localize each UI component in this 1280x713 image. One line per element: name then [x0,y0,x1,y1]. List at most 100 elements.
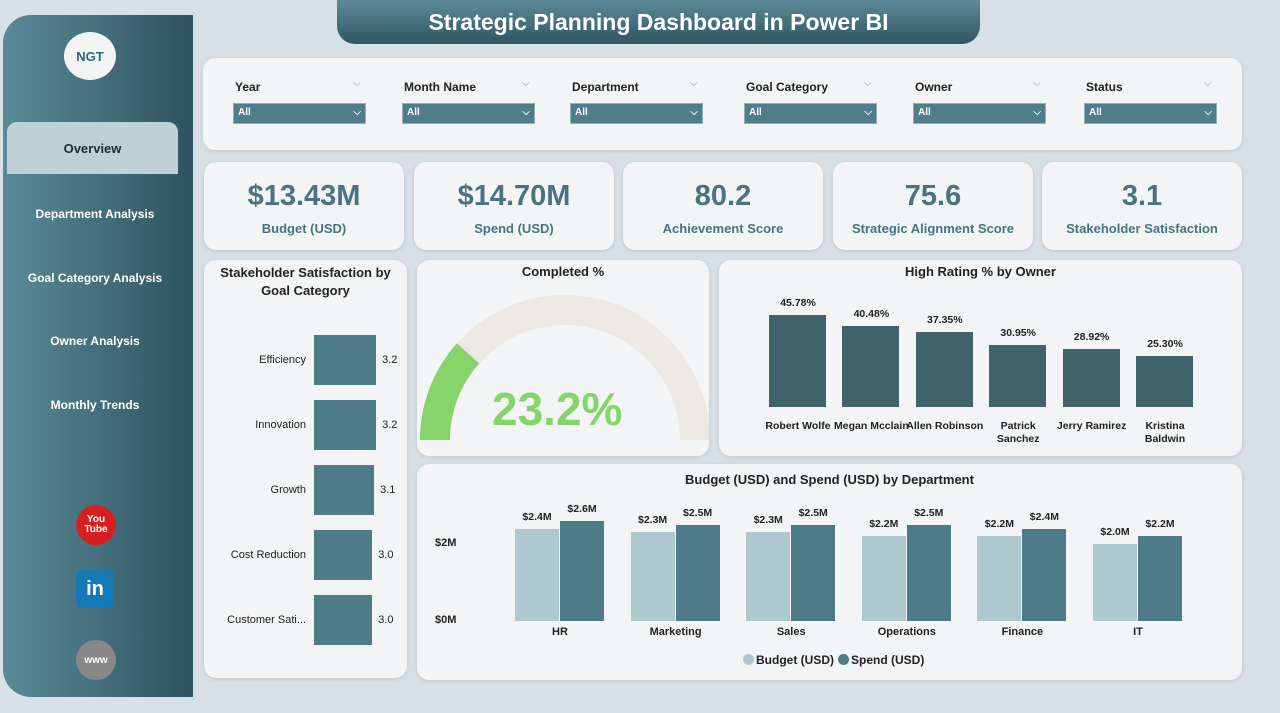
bar [1062,349,1120,407]
data-label: 37.35% [926,314,963,327]
chevron-down-icon[interactable]: ⌵ [690,78,698,89]
category-label: Operations [877,626,936,638]
category-label: Patrick Sanchez [996,420,1040,445]
bar [515,528,559,621]
chevron-down-icon[interactable]: ⌵ [353,78,361,89]
category-label: Allen Robinson [906,420,984,432]
bar [977,536,1022,621]
kpi-label: Spend (USD) [474,221,554,236]
bar [906,524,951,621]
bar [769,315,826,407]
y-tick: $2M [435,537,457,549]
bar [842,326,900,407]
chevron-down-icon[interactable]: ⌵ [522,78,530,89]
filter-label: Owner [915,80,953,94]
filter-dropdown[interactable]: All ⌵ [570,103,703,124]
chevron-down-icon: ⌵ [1033,107,1041,118]
nav-owner-analysis[interactable]: Owner Analysis [50,334,140,348]
category-label: Robert Wolfe [765,420,831,432]
filter-dropdown[interactable]: All ⌵ [1084,103,1217,124]
category-label: Sales [776,626,806,638]
gauge-track [420,295,709,440]
data-label: $2.3M [638,514,668,527]
data-label: $2.2M [984,518,1014,531]
data-label: 30.95% [1000,327,1036,340]
data-label: $2.5M [683,506,713,519]
data-label: 28.92% [1073,331,1110,344]
kpi-label: Budget (USD) [261,221,347,236]
filter-value: All [1089,107,1102,118]
filter-label: Department [572,80,639,94]
filter-dropdown[interactable]: All ⌵ [233,103,366,124]
chevron-down-icon: ⌵ [864,107,872,118]
data-label: 3.2 [382,354,398,366]
kpi-label: Achievement Score [662,221,784,236]
nav-goal-category-analysis[interactable]: Goal Category Analysis [27,271,163,285]
chevron-down-icon[interactable]: ⌵ [1033,78,1041,89]
bar [314,335,377,385]
nav-department-analysis[interactable]: Department Analysis [35,207,155,221]
logo-text: NGT [76,48,104,64]
chevron-down-icon: ⌵ [353,107,361,118]
bar [915,332,973,407]
category-label: Marketing [649,626,702,638]
filter-dropdown[interactable]: All ⌵ [402,103,535,124]
bar [861,536,906,621]
chevron-down-icon[interactable]: ⌵ [1204,78,1212,89]
filter-value: All [238,107,251,118]
bar [1136,356,1193,407]
data-label: $2.2M [869,518,899,531]
chart-title: High Rating % by Owner [905,264,1056,279]
data-label: 3.0 [378,614,394,626]
category-label: Innovation [255,419,306,431]
kpi-value: 3.1 [1121,180,1163,212]
bar [1093,544,1137,621]
nav-monthly-trends[interactable]: Monthly Trends [50,398,140,412]
linkedin-icon[interactable]: in [76,570,114,608]
chevron-down-icon: ⌵ [1204,107,1212,118]
kpi-value: 80.2 [694,180,752,212]
chevron-down-icon: ⌵ [690,107,698,118]
data-label: 40.48% [853,308,890,321]
chevron-down-icon[interactable]: ⌵ [864,78,872,89]
filter-value: All [918,107,931,118]
data-label: $2.3M [753,514,783,527]
logo: NGT [64,32,116,80]
data-label: $2.4M [1029,510,1059,523]
bar [314,595,373,645]
page-title: Strategic Planning Dashboard in Power BI [337,0,980,44]
bar [1138,536,1182,621]
data-label: 45.78% [780,297,816,310]
filter-label: Status [1086,80,1123,94]
bar [746,532,791,621]
category-label: Cost Reduction [230,549,306,561]
category-label: IT [1133,626,1143,638]
filter-dropdown[interactable]: All ⌵ [744,103,877,124]
data-label: $2.4M [522,510,552,523]
nav-overview[interactable]: Overview [7,122,178,174]
chart-title: Completed % [521,264,605,279]
kpi-card [833,162,1033,250]
legend-label: Budget (USD) [756,653,834,667]
kpi-label: Stakeholder Satisfaction [1066,221,1218,236]
filter-label: Goal Category [746,80,829,94]
kpi-card [1042,162,1242,250]
completed-gauge-card: Completed % 23.2% [417,260,709,456]
kpi-value: 75.6 [904,180,962,212]
chart-title: Budget (USD) and Spend (USD) by Departme… [685,472,974,487]
youtube-icon[interactable]: You Tube [76,505,116,545]
category-label: Growth [270,484,306,496]
category-label: Efficiency [259,354,306,366]
filter-dropdown[interactable]: All ⌵ [913,103,1046,124]
filter-value: All [749,107,762,118]
y-tick: $0M [435,614,457,626]
bar [1022,528,1067,621]
data-label: $2.0M [1100,526,1130,538]
bar [314,465,375,515]
category-label: HR [552,626,568,638]
kpi-value: $14.70M [457,180,571,212]
kpi-card [623,162,823,250]
globe-icon[interactable]: www [76,640,116,680]
chevron-down-icon: ⌵ [522,107,530,118]
category-label: Kristina Baldwin [1144,420,1186,445]
